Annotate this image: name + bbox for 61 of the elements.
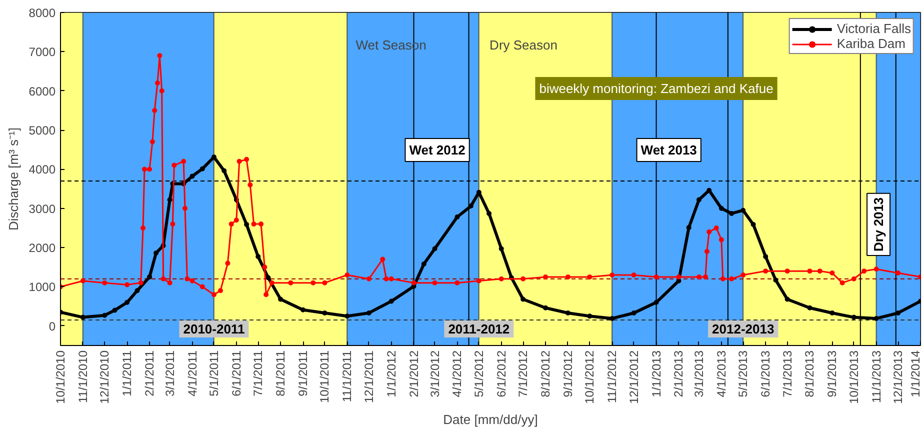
x-tick-label: 3/1/2012 [428, 350, 442, 398]
x-tick-label: 6/1/2012 [494, 350, 508, 398]
x-tick-label: 2/1/2013 [672, 350, 686, 398]
x-tick-label: 9/1/2011 [296, 350, 310, 396]
legend-label: Kariba Dam [836, 36, 906, 51]
x-tick-label: 9/1/2013 [825, 350, 840, 398]
y-tick-label: 0 [48, 319, 56, 334]
x-tick-label: 11/1/2013 [869, 350, 884, 403]
annotation: Wet 2013 [640, 142, 697, 158]
x-tick-label: 8/1/2011 [274, 350, 288, 396]
x-tick-label: 4/1/2011 [185, 350, 200, 396]
y-tick-label: 1000 [28, 280, 56, 294]
y-tick-label: 4000 [28, 162, 56, 177]
x-tick-label: 7/1/2011 [251, 350, 266, 396]
x-tick-label: 2/1/2011 [142, 350, 157, 396]
annotation: 2012-2013 [712, 322, 774, 337]
y-tick-label: 3000 [28, 202, 56, 216]
y-tick-label: 7000 [28, 45, 56, 60]
x-tick-label: 12/1/2013 [891, 350, 906, 404]
x-tick-label: 10/1/2013 [846, 350, 861, 404]
x-tick-label: 1/1/2012 [384, 350, 398, 398]
x-tick-label: 1/1/2011 [120, 350, 134, 396]
x-tick-label: 11/1/2012 [605, 350, 620, 403]
x-tick-label: 11/1/2010 [76, 350, 90, 403]
x-tick-label: 10/1/2010 [54, 350, 68, 404]
y-tick-label: 6000 [28, 84, 56, 98]
x-tick-label: 12/1/2011 [362, 350, 376, 403]
x-tick-label: 6/1/2011 [229, 350, 244, 396]
x-tick-label: 10/1/2012 [582, 350, 597, 404]
x-tick-label: 5/1/2012 [472, 350, 486, 398]
x-tick-label: 3/1/2011 [162, 350, 177, 396]
x-tick-label: 1/1/2014 [908, 350, 922, 398]
x-tick-label: 6/1/2013 [758, 350, 773, 398]
legend-label: Victoria Falls [836, 21, 911, 36]
y-tick-label: 5000 [28, 124, 56, 138]
x-tick-label: 12/1/2012 [626, 350, 641, 404]
x-tick-label: 1/1/2013 [649, 350, 664, 398]
y-tick-label: 2000 [28, 241, 56, 256]
annotation: 2010-2011 [183, 322, 245, 337]
x-tick-label: 8/1/2013 [802, 350, 817, 398]
x-tick-label: 7/1/2013 [780, 350, 794, 398]
x-axis-title: Date [mm/dd/yy] [443, 412, 538, 427]
x-tick-label: 5/1/2013 [736, 350, 750, 398]
x-tick-label: 10/1/2011 [318, 350, 332, 403]
x-tick-label: 2/1/2012 [406, 350, 421, 398]
annotation: biweekly monitoring: Zambezi and Kafue [539, 81, 774, 96]
x-tick-label: 4/1/2012 [450, 350, 464, 398]
x-tick-label: 4/1/2013 [714, 350, 728, 398]
x-tick-label: 3/1/2013 [692, 350, 706, 398]
annotation: 2011-2012 [448, 322, 510, 337]
band-label: Dry Season [490, 38, 558, 52]
x-tick-label: 5/1/2011 [206, 350, 221, 396]
y-axis-title: Discharge [m³ s⁻¹] [6, 128, 21, 230]
x-tick-label: 7/1/2012 [516, 350, 530, 398]
annotation: Wet 2012 [409, 142, 466, 158]
annotation: Dry 2013 [871, 197, 886, 252]
x-tick-label: 8/1/2012 [538, 350, 553, 398]
x-tick-label: 11/1/2011 [340, 350, 354, 402]
x-tick-label: 9/1/2012 [560, 350, 575, 398]
x-tick-label: 12/1/2010 [98, 350, 112, 404]
y-tick-label: 8000 [28, 6, 56, 20]
